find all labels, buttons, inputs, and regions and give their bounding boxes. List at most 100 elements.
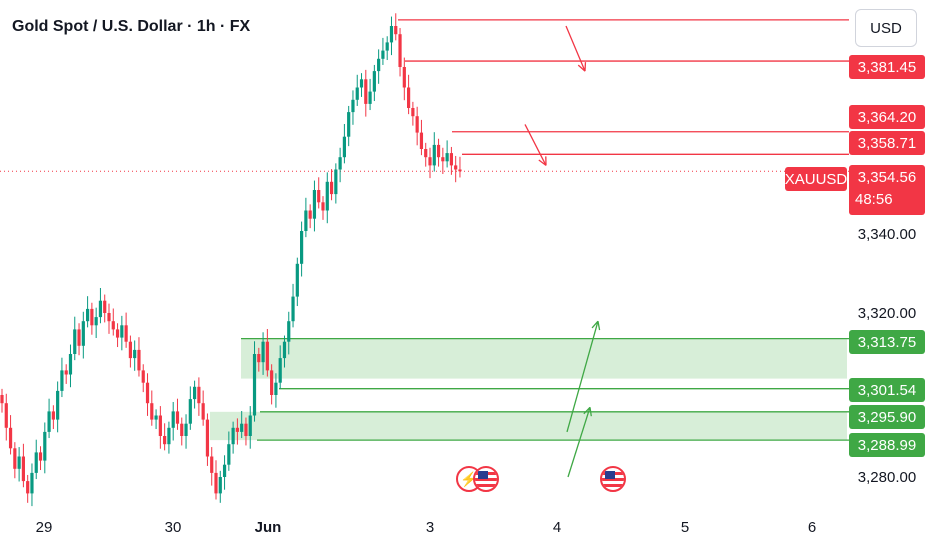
support-label-1: 3,313.75 <box>849 330 925 354</box>
candle-body <box>133 349 137 359</box>
candle-body <box>124 325 128 342</box>
candle-body <box>394 26 398 35</box>
candle-body <box>321 202 325 211</box>
candle-body <box>47 411 51 432</box>
candle-body <box>287 321 291 342</box>
candle-body <box>56 390 60 420</box>
candle-body <box>449 153 453 166</box>
candle-body <box>94 317 98 326</box>
candle-body <box>261 341 265 363</box>
candle-body <box>402 67 406 88</box>
currency-button[interactable]: USD <box>855 9 917 47</box>
arrow-head <box>583 406 591 415</box>
candle-body <box>158 415 162 436</box>
price-tick-3320: 3,320.00 <box>857 305 917 322</box>
candle-body <box>115 329 120 338</box>
candle-body <box>347 112 351 137</box>
candle-body <box>60 370 64 391</box>
projection-arrow <box>567 407 591 478</box>
level-lines <box>241 19 849 441</box>
candle-body <box>389 26 394 43</box>
candle-body <box>137 349 141 371</box>
candle-body <box>385 42 389 51</box>
support-label-2: 3,301.54 <box>849 378 925 402</box>
demand-zone <box>210 411 847 441</box>
candle-body <box>81 321 85 346</box>
arrow-head <box>591 320 599 329</box>
candle-body <box>231 427 235 445</box>
bar-countdown: 48:56 <box>855 191 893 208</box>
candle-body <box>312 190 317 219</box>
candle-body <box>227 444 231 465</box>
candle-body <box>398 34 402 67</box>
candle-body <box>13 448 17 469</box>
candle-body <box>274 382 278 395</box>
candle-body <box>68 354 73 375</box>
support-label-3: 3,295.90 <box>849 405 925 429</box>
candle-body <box>201 403 205 420</box>
candle-body <box>329 181 334 195</box>
candle-body <box>0 395 4 404</box>
time-tick-3: 3 <box>425 519 435 536</box>
arrow-head <box>577 64 586 72</box>
candle-body <box>77 329 81 346</box>
candles <box>0 13 462 507</box>
candle-body <box>351 99 355 113</box>
projection-arrow <box>565 25 586 72</box>
candle-body <box>436 144 441 158</box>
candle-body <box>458 169 462 172</box>
candle-body <box>334 169 338 195</box>
candle-body <box>180 423 184 436</box>
candle-body <box>278 358 282 383</box>
candle-body <box>141 370 145 383</box>
candle-body <box>381 50 385 59</box>
candle-body <box>43 431 47 461</box>
candle-body <box>454 165 458 170</box>
candle-body <box>103 300 107 313</box>
demand-zones <box>210 338 847 441</box>
current-price-value: 3,354.56 <box>857 169 917 186</box>
candle-body <box>111 321 115 330</box>
candle-body <box>145 382 150 404</box>
candle-body <box>342 136 346 158</box>
candle-body <box>415 116 419 133</box>
candle-body <box>265 341 269 371</box>
candle-body <box>210 456 214 473</box>
candle-body <box>445 153 449 162</box>
candle-body <box>317 190 321 203</box>
candle-body <box>240 423 244 432</box>
candle-body <box>248 415 252 436</box>
candle-body <box>282 341 287 359</box>
candle-body <box>432 144 436 166</box>
candle-body <box>73 329 77 354</box>
resistance-label-1: 3,381.45 <box>849 55 925 79</box>
resistance-label-2: 3,364.20 <box>849 105 925 129</box>
candle-body <box>419 132 424 149</box>
candle-body <box>120 325 124 338</box>
candle-body <box>338 157 342 170</box>
time-tick-jun: Jun <box>254 519 282 536</box>
candle-body <box>175 411 180 424</box>
us-flag-icon[interactable] <box>600 466 626 492</box>
candle-body <box>171 411 175 428</box>
candle-body <box>193 386 197 400</box>
us-flag-icon[interactable] <box>473 466 499 492</box>
candle-body <box>377 58 381 72</box>
arrow-head <box>589 407 592 417</box>
candle-body <box>252 354 257 416</box>
symbol-tag: XAUUSD <box>785 167 847 191</box>
candle-body <box>8 427 13 449</box>
current-price-tag: 3,354.56 48:56 <box>849 165 925 215</box>
candle-body <box>214 472 218 494</box>
projection-arrows <box>524 25 601 478</box>
candle-body <box>64 370 68 375</box>
candle-body <box>107 313 111 322</box>
candle-body <box>51 411 55 420</box>
candle-body <box>163 436 167 445</box>
candle-body <box>197 386 201 404</box>
candle-body <box>34 452 38 473</box>
candle-body <box>308 210 312 219</box>
price-tick-3280: 3,280.00 <box>857 469 917 486</box>
candle-body <box>21 456 25 482</box>
